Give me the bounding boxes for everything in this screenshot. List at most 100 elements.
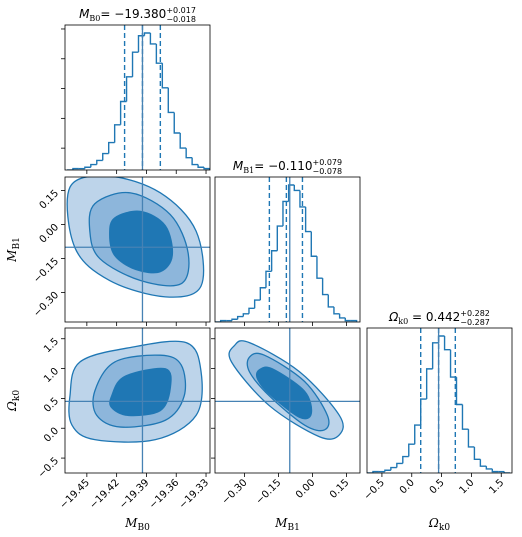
histogram-step <box>449 349 457 378</box>
axis-label-subscript: B1 <box>12 237 22 249</box>
histogram-step <box>396 462 403 468</box>
title-value: = −19.380 <box>100 7 166 21</box>
title-lower: −0.018 <box>166 15 196 24</box>
histogram-step <box>384 469 391 472</box>
y-tick-label: 1.0 <box>42 366 61 385</box>
panel-frame <box>64 176 211 323</box>
histogram-step <box>203 167 210 170</box>
title-symbol: M <box>79 7 90 21</box>
panel-title: Ωk0 = 0.442+0.282 −0.287 <box>388 309 490 327</box>
x-tick-label: 1.0 <box>458 477 477 496</box>
axis-label: Ωk0 <box>5 390 22 412</box>
histogram-step <box>443 336 451 351</box>
x-tick-label: −19.33 <box>177 477 211 511</box>
histogram-step <box>90 163 97 168</box>
contour-level <box>109 210 174 274</box>
title-lower: −0.287 <box>460 318 490 327</box>
contour-level <box>109 367 172 417</box>
histogram-step <box>425 368 433 400</box>
axis-label-subscript: k0 <box>439 523 450 533</box>
x-tick-label: −19.39 <box>118 477 152 511</box>
histogram-step <box>259 287 266 301</box>
y-tick-label: 0.15 <box>38 188 62 212</box>
histogram-step <box>491 468 499 473</box>
title-symbol: Ω <box>388 310 399 324</box>
histogram-step <box>185 148 193 159</box>
title-upper: +0.079 <box>313 158 343 167</box>
histogram-step <box>102 152 109 161</box>
histogram-step <box>287 184 295 202</box>
y-tick-label: 0.00 <box>38 222 62 246</box>
histogram-step <box>72 167 79 170</box>
panel <box>65 328 210 473</box>
x-tick-label: −19.36 <box>147 477 181 511</box>
histogram-step <box>461 404 469 430</box>
histogram-step <box>437 335 445 343</box>
axis-label-symbol: Ω <box>428 516 439 530</box>
panel-frame <box>64 327 211 474</box>
panel-frame <box>214 176 361 323</box>
histogram-step <box>333 306 340 315</box>
title-subscript: B1 <box>243 166 254 175</box>
histogram-step <box>96 159 103 165</box>
title-value: = −0.110 <box>254 159 312 173</box>
contour-level <box>255 366 313 420</box>
axis-label: MB1 <box>274 516 300 533</box>
histogram-step <box>467 429 475 448</box>
panel-frame <box>366 327 513 474</box>
histogram-step <box>350 319 358 322</box>
histogram-step <box>161 63 169 89</box>
histogram-step <box>173 112 181 134</box>
histogram-step <box>119 100 127 125</box>
x-tick-label: 0.15 <box>328 477 352 501</box>
histogram-step <box>155 43 163 64</box>
panel-title: MB0= −19.380+0.017 −0.018 <box>79 6 196 24</box>
histogram-step <box>390 466 397 471</box>
x-tick-label: −19.45 <box>58 477 92 511</box>
panel-frame <box>214 327 361 474</box>
histogram-step <box>149 33 157 45</box>
axis-label-subscript: B0 <box>137 523 150 533</box>
histogram-step <box>179 133 187 149</box>
histogram-step <box>485 466 493 470</box>
axis-label-symbol: M <box>5 249 19 263</box>
histogram-step <box>420 398 427 426</box>
y-tick-label: 0.5 <box>42 396 61 415</box>
x-tick-label: −19.42 <box>88 477 122 511</box>
histogram-step <box>414 424 421 445</box>
histogram-step <box>113 124 121 143</box>
histogram-step <box>236 315 244 320</box>
histogram-step <box>338 313 346 319</box>
panel <box>367 328 511 473</box>
histogram-step <box>304 206 312 233</box>
panel-title: MB1= −0.110+0.079 −0.078 <box>233 158 342 176</box>
histogram-step <box>316 256 323 279</box>
histogram-step <box>219 319 227 322</box>
histogram-step <box>137 35 145 53</box>
title-value: = 0.442 <box>408 310 460 324</box>
axis-label-subscript: k0 <box>12 390 22 401</box>
y-tick-label: 0.0 <box>42 426 61 445</box>
histogram-step <box>431 342 439 369</box>
y-tick-label: 1.5 <box>42 336 61 355</box>
x-tick-label: −0.30 <box>220 477 249 506</box>
histogram-step <box>455 377 463 406</box>
histogram-step <box>270 250 278 272</box>
panel <box>215 328 360 473</box>
x-tick-label: 0.00 <box>294 477 318 501</box>
x-tick-label: 1.5 <box>487 477 506 496</box>
histogram-step <box>125 76 133 102</box>
panel <box>215 177 358 322</box>
histogram-step <box>344 317 351 322</box>
x-tick-label: 0.5 <box>428 477 447 496</box>
y-tick-label: −0.30 <box>32 290 61 319</box>
title-subscript: B0 <box>89 14 100 23</box>
histogram-step <box>143 32 151 36</box>
histogram-step <box>503 471 511 473</box>
x-tick-label: 0.0 <box>398 477 417 496</box>
axis-label-subscript: B1 <box>287 523 299 533</box>
histogram-step <box>293 185 300 192</box>
axis-label: Ωk0 <box>428 516 450 533</box>
histogram-step <box>473 446 481 460</box>
